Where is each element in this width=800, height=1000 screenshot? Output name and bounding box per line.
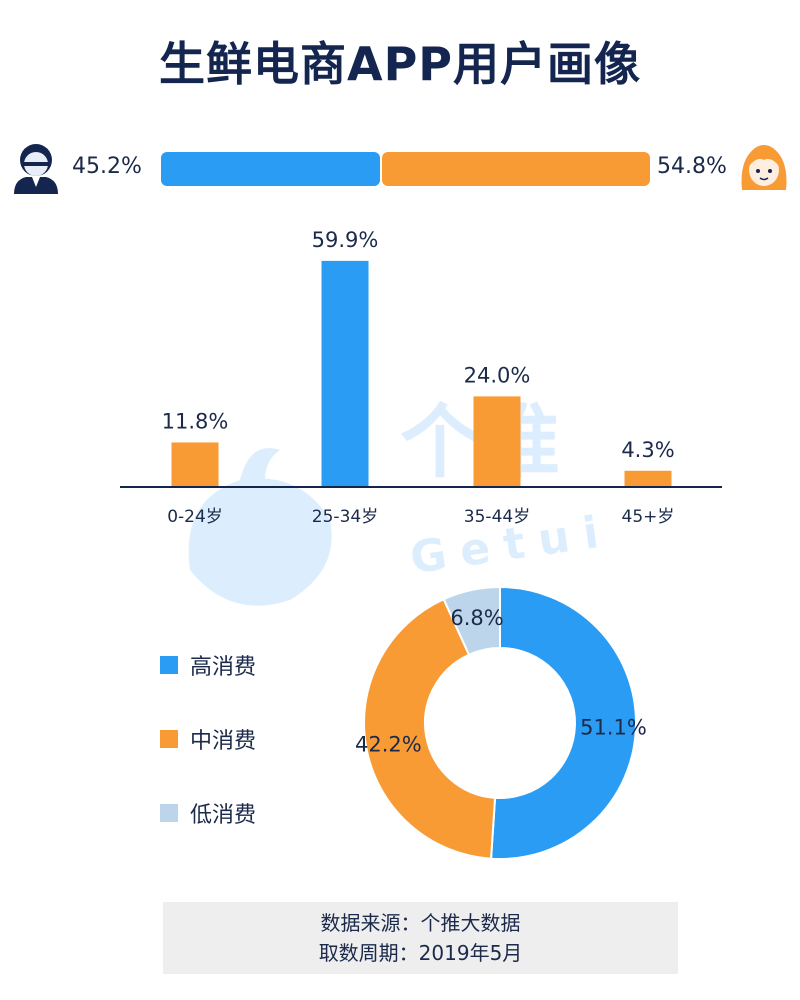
legend-label: 低消费 bbox=[190, 803, 257, 828]
age-bar-chart: 11.8% 0-24岁 59.9% 25-34岁 24.0% 35-44岁 4.3% 45+岁 bbox=[120, 230, 722, 527]
legend-swatch bbox=[160, 730, 178, 748]
legend-label: 高消费 bbox=[190, 655, 257, 680]
legend-item: 高消费 bbox=[160, 628, 256, 702]
donut-slice bbox=[363, 597, 497, 860]
legend-swatch bbox=[160, 804, 178, 822]
getui-watermark-logo: 个推 Getui bbox=[188, 400, 616, 606]
page-title: 生鲜电商APP用户画像 bbox=[158, 37, 642, 91]
legend-item: 低消费 bbox=[160, 776, 256, 850]
female-avatar-icon bbox=[741, 145, 787, 190]
age-bar-value-label: 24.0% bbox=[464, 363, 531, 387]
age-category-label: 25-34岁 bbox=[312, 507, 378, 527]
legend-label: 中消费 bbox=[190, 729, 257, 754]
consumption-donut-chart: 51.1% 42.2% 6.8% bbox=[355, 585, 647, 860]
age-category-label: 35-44岁 bbox=[464, 507, 530, 527]
data-period-line: 取数周期：2019年5月 bbox=[318, 941, 523, 965]
age-category-label: 45+岁 bbox=[622, 507, 675, 527]
age-bar-value-label: 11.8% bbox=[162, 409, 229, 433]
donut-slice bbox=[489, 585, 637, 860]
age-bar bbox=[321, 260, 369, 487]
male-avatar-icon bbox=[14, 144, 58, 194]
donut-slice-label: 51.1% bbox=[580, 716, 647, 740]
data-source-footer: 数据来源：个推大数据 取数周期：2019年5月 bbox=[163, 902, 678, 974]
age-category-label: 0-24岁 bbox=[167, 507, 223, 527]
legend-swatch bbox=[160, 656, 178, 674]
legend-item: 中消费 bbox=[160, 702, 256, 776]
age-bar bbox=[624, 470, 672, 487]
donut-slice-label: 42.2% bbox=[355, 732, 422, 756]
age-bar-value-label: 4.3% bbox=[621, 438, 674, 462]
female-percentage: 54.8% bbox=[657, 154, 727, 179]
male-percentage: 45.2% bbox=[72, 154, 142, 179]
age-bar bbox=[473, 396, 521, 487]
male-share-bar bbox=[161, 152, 380, 186]
female-share-bar bbox=[382, 152, 650, 186]
data-source-line: 数据来源：个推大数据 bbox=[320, 911, 521, 935]
age-bar bbox=[171, 442, 219, 487]
consumption-legend: 高消费 中消费 低消费 bbox=[160, 628, 256, 850]
age-bar-value-label: 59.9% bbox=[312, 230, 379, 252]
donut-slice-label: 6.8% bbox=[450, 606, 503, 630]
donut-slice bbox=[442, 585, 501, 657]
gender-split: 45.2% 54.8% bbox=[0, 140, 800, 200]
